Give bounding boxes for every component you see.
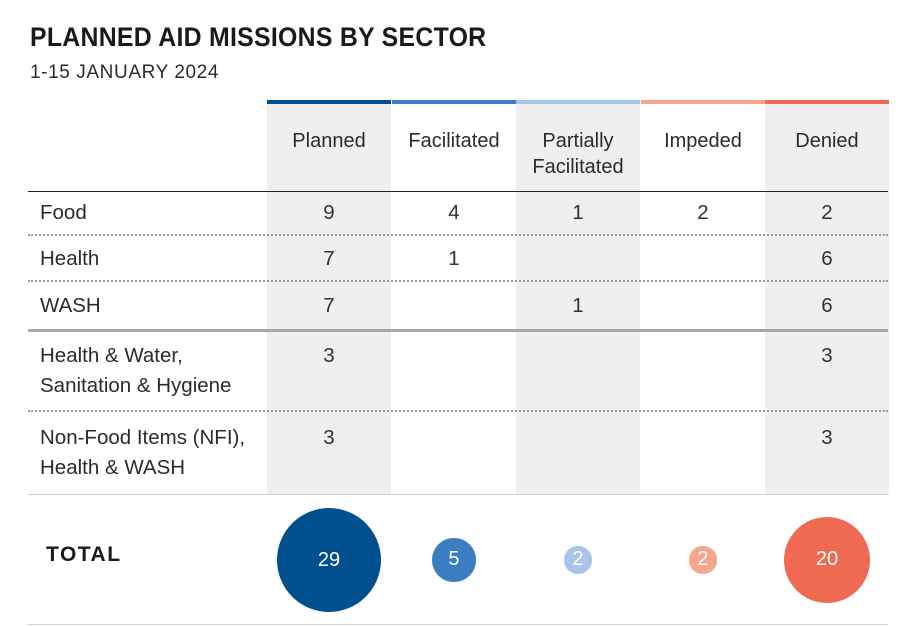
- row-label: WASH: [40, 291, 101, 321]
- row-label-line: Health & Water,: [40, 344, 183, 367]
- table-cell-planned: 9: [323, 201, 335, 224]
- chart-title: PLANNED AID MISSIONS BY SECTOR: [30, 22, 487, 52]
- table-cell-planned: 7: [323, 247, 335, 270]
- row-label-line: Health: [40, 247, 100, 270]
- row-label: Health: [40, 244, 99, 274]
- table-cell-facilitated: 1: [448, 247, 460, 270]
- column-header-line: Facilitated: [532, 156, 624, 178]
- column-color-bar-partially-facilitated: [516, 100, 640, 104]
- total-bubble-planned: 29: [277, 508, 381, 612]
- column-color-bar-facilitated: [392, 100, 516, 104]
- table-cell-impeded: 2: [697, 201, 709, 224]
- column-shade-partially-facilitated: [516, 100, 640, 494]
- row-label: Health & Water, Sanitation & Hygiene: [40, 341, 231, 401]
- column-header-partially-facilitated: Partially Facilitated: [516, 128, 640, 180]
- row-label: Non-Food Items (NFI), Health & WASH: [40, 423, 245, 483]
- column-header-line: Partially: [542, 130, 614, 152]
- column-shade-denied: [765, 100, 889, 494]
- table-cell-partially-facilitated: 1: [572, 201, 584, 224]
- table-cell-denied: 3: [821, 426, 833, 449]
- column-header-line: Denied: [795, 130, 859, 152]
- column-color-bar-impeded: [641, 100, 765, 104]
- table-cell-denied: 6: [821, 294, 833, 317]
- row-divider: [28, 280, 888, 282]
- section-divider: [28, 329, 888, 332]
- column-header-planned: Planned: [267, 128, 391, 154]
- row-label-line: Non-Food Items (NFI),: [40, 426, 246, 449]
- table-cell-partially-facilitated: 1: [572, 294, 584, 317]
- total-bubble-facilitated: 5: [432, 538, 476, 582]
- column-header-line: Impeded: [664, 130, 742, 152]
- total-bubble-denied: 20: [783, 516, 871, 604]
- column-color-bar-denied: [765, 100, 889, 104]
- table-cell-facilitated: 4: [448, 201, 460, 224]
- row-divider: [28, 410, 888, 412]
- total-label: TOTAL: [46, 543, 122, 566]
- row-label-line: Food: [40, 201, 87, 224]
- total-bubble-impeded: 2: [689, 546, 717, 574]
- column-shade-planned: [267, 100, 391, 494]
- table-cell-denied: 3: [821, 344, 833, 367]
- table-bottom-rule: [28, 494, 888, 495]
- row-label-line: WASH: [40, 294, 101, 317]
- row-label: Food: [40, 198, 87, 228]
- chart-subtitle: 1-15 JANUARY 2024: [30, 62, 220, 83]
- total-bubble-partially-facilitated: 2: [564, 546, 592, 574]
- table-cell-denied: 2: [821, 201, 833, 224]
- row-label-line: Sanitation & Hygiene: [40, 374, 232, 397]
- column-header-impeded: Impeded: [641, 128, 765, 154]
- totals-bottom-rule: [28, 624, 888, 625]
- table-cell-planned: 3: [323, 426, 335, 449]
- row-divider: [28, 234, 888, 236]
- table-cell-planned: 7: [323, 294, 335, 317]
- column-header-facilitated: Facilitated: [392, 128, 516, 154]
- column-header-line: Facilitated: [408, 130, 500, 152]
- column-color-bar-planned: [267, 100, 391, 104]
- table-cell-planned: 3: [323, 344, 335, 367]
- table-cell-denied: 6: [821, 247, 833, 270]
- header-rule: [28, 191, 888, 192]
- column-header-denied: Denied: [765, 128, 889, 154]
- row-label-line: Health & WASH: [40, 456, 186, 479]
- column-header-line: Planned: [292, 130, 366, 152]
